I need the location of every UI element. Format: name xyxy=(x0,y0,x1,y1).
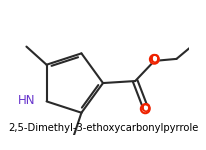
Text: HN: HN xyxy=(18,94,35,107)
Text: 2,5-Dimethyl-3-ethoxycarbonylpyrrole: 2,5-Dimethyl-3-ethoxycarbonylpyrrole xyxy=(8,123,198,133)
Text: O: O xyxy=(140,102,150,115)
Text: O: O xyxy=(149,53,159,66)
Circle shape xyxy=(141,104,150,113)
Circle shape xyxy=(150,55,159,64)
